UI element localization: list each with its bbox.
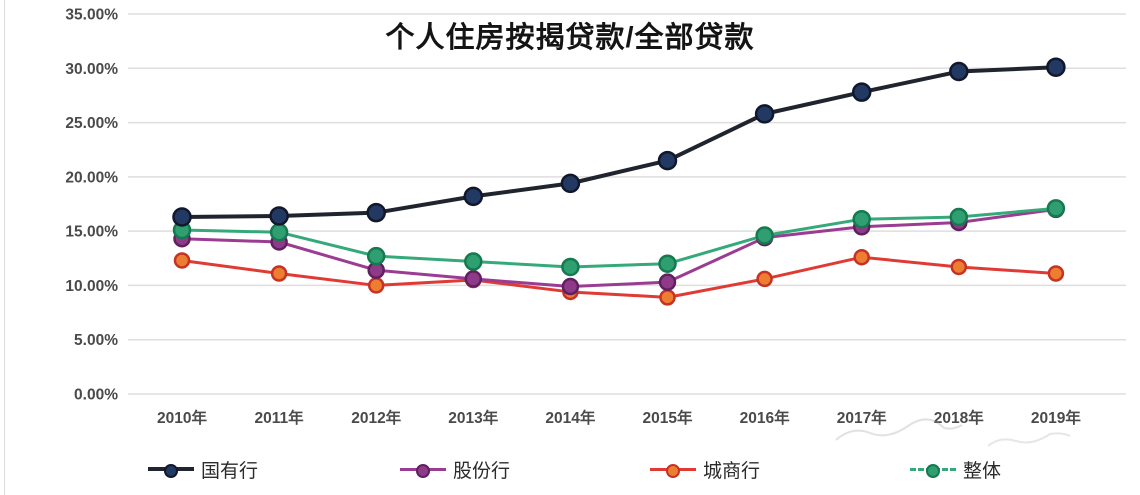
data-point-城商行-2016年 [756,270,773,288]
x-tick-label: 2011年 [255,408,305,427]
legend-marker-dot [164,464,178,478]
legend-line-swatch [650,463,696,478]
legend-item-国有行: 国有行 [148,451,258,487]
data-point-国有行-2013年 [463,186,484,207]
legend-item-城商行: 城商行 [650,451,760,487]
watermark-scribble [835,418,963,441]
plot-area: 0.00% 5.00% 10.00% 15.00% 20.00% 25.00% 30.00%… [65,7,1126,447]
data-point-国有行-2018年 [949,61,969,82]
chart-title: 个人住房按揭贷款/全部贷款 [385,22,755,54]
x-tick-label: 2019年 [1031,408,1081,427]
x-tick-label: 2014年 [545,408,595,427]
x-tick-label: 2010年 [157,408,207,427]
data-point-国有行-2019年 [1046,57,1066,77]
data-point-国有行-2015年 [657,150,678,171]
data-point-股份行-2013年 [464,270,483,288]
y-tick-label: 15.00% [65,224,118,241]
watermark-scribble [987,432,1071,447]
data-point-国有行-2016年 [754,104,775,124]
series-line-股份行 [180,207,1058,289]
x-tick-label: 2013年 [448,408,498,427]
x-tick-label: 2012年 [351,408,401,427]
data-point-国有行-2014年 [560,173,581,194]
legend: 国有行 股份行 城商行 整体 [0,451,1140,491]
legend-label: 城商行 [703,460,761,482]
legend-line-swatch [910,463,956,478]
legend-line-swatch [148,464,194,478]
legend-line-swatch [400,463,446,478]
data-point-整体-2013年 [464,252,483,271]
series-line-城商行 [180,255,1058,299]
y-tick-label: 0.00% [74,387,118,404]
x-tick-label: 2016年 [740,408,790,427]
data-point-整体-2019年 [1046,199,1066,218]
data-point-整体-2012年 [366,246,386,266]
legend-item-整体: 整体 [910,451,1001,487]
data-point-整体-2015年 [658,254,677,273]
series-line-整体 [180,206,1058,269]
data-point-国有行-2011年 [269,206,289,226]
y-tick-label: 30.00% [65,61,118,78]
data-point-国有行-2010年 [172,207,192,227]
y-tick-label: 25.00% [65,115,118,132]
y-tick-label: 5.00% [74,332,118,349]
series-line-国有行 [180,65,1058,220]
legend-label: 国有行 [201,460,259,482]
legend-label: 股份行 [453,460,511,482]
y-tick-label: 10.00% [65,278,118,295]
data-point-整体-2018年 [949,207,969,227]
data-point-城商行-2019年 [1047,265,1065,282]
data-point-整体-2016年 [755,226,774,245]
y-tick-label: 35.00% [65,7,118,24]
data-point-城商行-2011年 [270,265,288,282]
data-point-整体-2014年 [561,257,580,277]
legend-marker-dot [666,463,680,478]
x-tick-label: 2015年 [643,408,693,427]
x-tick-label: 2018年 [934,408,984,427]
data-point-城商行-2017年 [853,248,870,266]
page-edge-line [4,0,5,495]
data-point-城商行-2018年 [950,258,968,276]
x-tick-label: 2017年 [837,408,887,427]
legend-label: 整体 [963,460,1002,482]
data-point-城商行-2010年 [173,252,191,269]
y-tick-label: 20.00% [65,169,118,186]
data-point-整体-2011年 [269,222,289,242]
legend-item-股份行: 股份行 [400,451,510,487]
legend-marker-dot [416,463,430,478]
data-point-股份行-2015年 [658,273,677,291]
data-point-股份行-2014年 [561,277,580,296]
data-point-城商行-2012年 [367,277,385,294]
data-point-整体-2017年 [852,209,871,229]
data-point-国有行-2012年 [366,202,386,223]
data-point-国有行-2017年 [851,82,872,102]
data-point-城商行-2015年 [659,289,676,306]
legend-marker-dot [926,463,940,478]
